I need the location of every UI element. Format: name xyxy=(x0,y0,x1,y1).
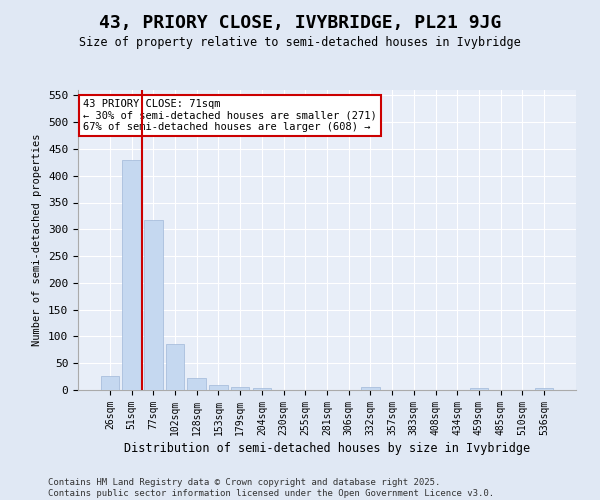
Text: Size of property relative to semi-detached houses in Ivybridge: Size of property relative to semi-detach… xyxy=(79,36,521,49)
Bar xyxy=(166,344,184,390)
Text: 43, PRIORY CLOSE, IVYBRIDGE, PL21 9JG: 43, PRIORY CLOSE, IVYBRIDGE, PL21 9JG xyxy=(99,14,501,32)
Text: 43 PRIORY CLOSE: 71sqm
← 30% of semi-detached houses are smaller (271)
67% of se: 43 PRIORY CLOSE: 71sqm ← 30% of semi-det… xyxy=(83,99,377,132)
Bar xyxy=(361,388,380,390)
Bar xyxy=(209,384,227,390)
Bar xyxy=(187,378,206,390)
Y-axis label: Number of semi-detached properties: Number of semi-detached properties xyxy=(32,134,43,346)
Text: Contains HM Land Registry data © Crown copyright and database right 2025.
Contai: Contains HM Land Registry data © Crown c… xyxy=(48,478,494,498)
Bar xyxy=(144,220,163,390)
Bar xyxy=(122,160,141,390)
Bar xyxy=(470,388,488,390)
Bar xyxy=(231,387,250,390)
Bar xyxy=(101,376,119,390)
X-axis label: Distribution of semi-detached houses by size in Ivybridge: Distribution of semi-detached houses by … xyxy=(124,442,530,455)
Bar xyxy=(535,388,553,390)
Bar xyxy=(253,388,271,390)
